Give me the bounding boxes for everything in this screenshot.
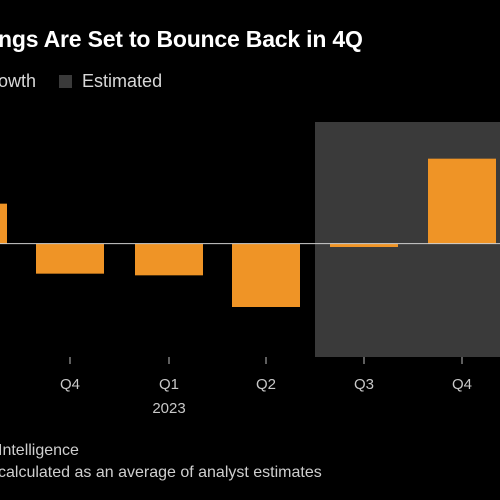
bar-0	[0, 203, 7, 244]
bar-chart: Q4 Q1 2023 Q2 Q3 Q4	[0, 122, 500, 417]
legend-growth-label: owth	[0, 70, 37, 91]
bar-4	[330, 243, 398, 247]
source-note: Intelligence	[0, 442, 79, 459]
bar-3	[232, 243, 300, 307]
x-tick-label: Q4	[60, 376, 80, 393]
bar-5	[428, 158, 496, 244]
legend-growth: owth	[0, 71, 36, 92]
legend: owth Estimated	[0, 70, 180, 92]
x-tick-label: Q3	[354, 376, 374, 393]
legend-estimated: Estimated	[59, 71, 162, 92]
legend-estimated-label: Estimated	[82, 70, 163, 91]
x-tick-label: Q4	[452, 376, 472, 393]
footnote: calculated as an average of analyst esti…	[0, 464, 322, 481]
x-tick-label: Q1	[159, 376, 179, 393]
bar-1	[36, 243, 104, 274]
chart-title: ngs Are Set to Bounce Back in 4Q	[0, 26, 363, 52]
x-tick-label: Q2	[256, 376, 276, 393]
x-year-label: 2023	[152, 400, 185, 417]
legend-estimated-swatch	[59, 74, 73, 88]
bar-2	[135, 243, 203, 276]
